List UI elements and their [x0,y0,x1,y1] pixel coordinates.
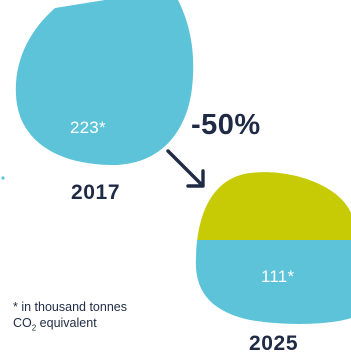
change-percentage-label: -50% [191,109,261,141]
baseline-year-label: 2017 [71,181,121,204]
target-year-label: 2025 [249,332,299,355]
target-value-label: 111* [261,267,295,286]
target-blob-remaining [195,240,351,324]
footnote-line-1: * in thousand tonnes [13,300,127,314]
baseline-value-label: 223* [70,118,106,137]
footnote: * in thousand tonnes CO2 equivalent [13,299,127,333]
target-blob-reduction [195,172,351,240]
decorative-dot [1,176,5,180]
baseline-blob [15,0,194,166]
footnote-line-2: CO2 equivalent [13,316,97,333]
arrow-down-right-icon [166,149,205,188]
